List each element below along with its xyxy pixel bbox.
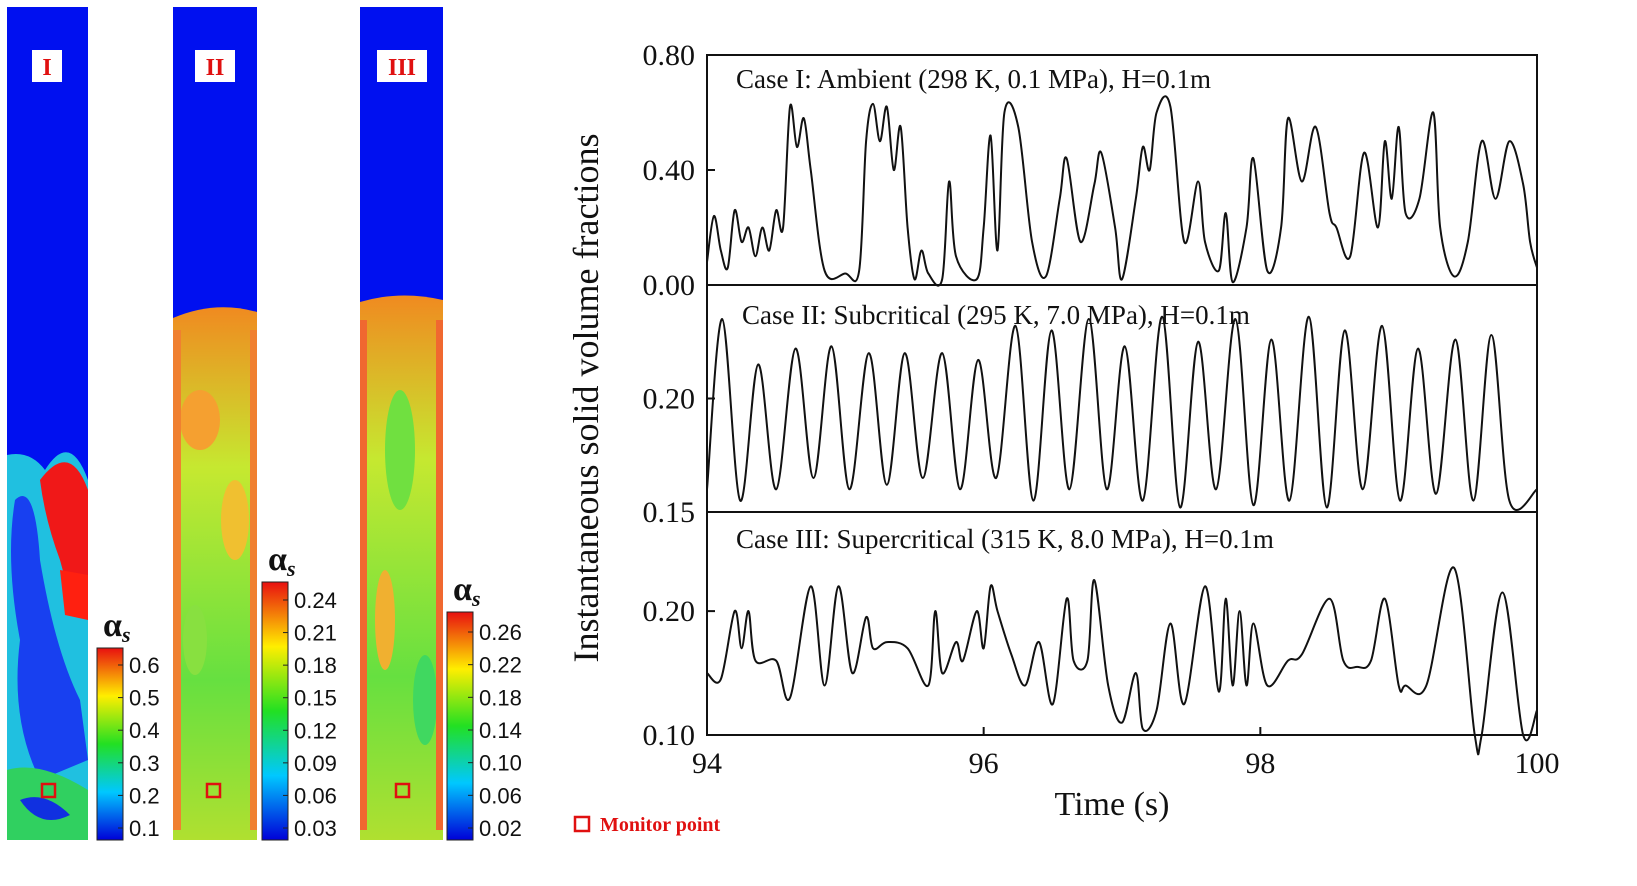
colorbar-tick-label: 0.1 — [129, 816, 160, 841]
colorbar-tick-label: 0.14 — [479, 718, 522, 743]
contour-field — [173, 7, 257, 840]
label-box — [32, 50, 62, 82]
legend-label: Monitor point — [600, 814, 721, 836]
contour-label: III — [388, 55, 416, 81]
plot-frame — [706, 511, 1538, 736]
colorbar-title: αs — [268, 541, 296, 581]
colorbar-tick-label: 0.02 — [479, 816, 522, 841]
panel-title: Case III: Supercritical (315 K, 8.0 MPa)… — [736, 524, 1274, 554]
colorbar — [261, 581, 289, 841]
colorbar-tick-label: 0.21 — [294, 621, 337, 646]
x-tick-label: 100 — [1515, 747, 1560, 780]
monitor-point — [205, 782, 222, 799]
label-box — [195, 50, 235, 82]
colorbar-tick-label: 0.18 — [294, 653, 337, 678]
data-line — [706, 315, 1538, 511]
colorbar-subscript: s — [286, 556, 296, 581]
panel-title: Case I: Ambient (298 K, 0.1 MPa), H=0.1m — [736, 64, 1211, 94]
colorbar-subscript: s — [121, 622, 131, 647]
colorbar-tick-label: 0.09 — [294, 751, 337, 776]
colorbar-tick-label: 0.12 — [294, 718, 337, 743]
contour-field — [7, 7, 88, 840]
colorbar-tick-label: 0.3 — [129, 751, 160, 776]
x-tick-label: 98 — [1245, 747, 1275, 780]
colorbar-tick-label: 0.4 — [129, 718, 160, 743]
colorbar-tick-label: 0.2 — [129, 783, 160, 808]
colorbar-tick-label: 0.22 — [479, 653, 522, 678]
x-tick-label: 94 — [692, 747, 722, 780]
monitor-point — [40, 782, 57, 799]
colorbar-tick-label: 0.24 — [294, 588, 337, 613]
y-tick-label: 0.20 — [643, 595, 696, 628]
colorbar-tick-label: 0.5 — [129, 686, 160, 711]
colorbar-subscript: s — [471, 586, 481, 611]
colorbar-tick-label: 0.6 — [129, 653, 160, 678]
contour-label: I — [42, 55, 51, 81]
colorbar — [96, 647, 124, 841]
y-tick-label: 0.20 — [643, 383, 696, 416]
y-tick-label: 0.10 — [643, 719, 696, 752]
colorbar-tick-label: 0.26 — [479, 620, 522, 645]
colorbar — [446, 611, 474, 841]
colorbar-tick-label: 0.10 — [479, 751, 522, 776]
colorbar-tick-label: 0.03 — [294, 816, 337, 841]
data-line — [706, 95, 1538, 287]
contour-field — [360, 7, 443, 840]
colorbar-tick-label: 0.18 — [479, 685, 522, 710]
x-axis-label: Time (s) — [1055, 786, 1170, 823]
y-tick-label: 0.40 — [643, 154, 696, 187]
colorbar-title: αs — [103, 607, 131, 647]
y-tick-label: 0.15 — [643, 496, 696, 529]
colorbar-symbol: α — [268, 541, 287, 578]
y-tick-label: 0.00 — [643, 269, 696, 302]
label-box — [377, 50, 427, 82]
y-axis-label: Instantaneous solid volume fractions — [566, 134, 606, 663]
y-tick-label: 0.80 — [643, 39, 696, 72]
data-line — [706, 566, 1538, 756]
contour-label: II — [206, 55, 225, 81]
x-tick-label: 96 — [969, 747, 999, 780]
panel-title: Case II: Subcritical (295 K, 7.0 MPa), H… — [742, 300, 1250, 330]
legend-marker — [573, 815, 591, 833]
colorbar-title: αs — [453, 571, 481, 611]
colorbar-tick-label: 0.06 — [294, 783, 337, 808]
colorbar-symbol: α — [453, 571, 472, 608]
colorbar-symbol: α — [103, 607, 122, 644]
colorbar-tick-label: 0.15 — [294, 686, 337, 711]
colorbar-tick-label: 0.06 — [479, 783, 522, 808]
monitor-point — [394, 782, 411, 799]
